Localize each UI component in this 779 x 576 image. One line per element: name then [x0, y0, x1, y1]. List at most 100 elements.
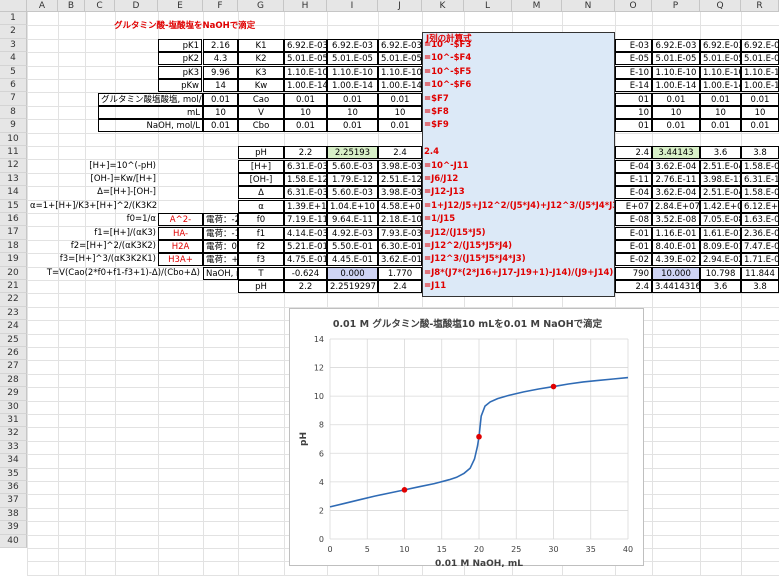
equation-label[interactable]: f0=1/α	[126, 214, 156, 225]
param-value[interactable]: 4.3	[203, 52, 238, 66]
cell-p[interactable]: 10	[652, 106, 700, 119]
param-label[interactable]: mL	[98, 106, 203, 119]
column-header-n[interactable]: N	[562, 0, 615, 12]
cell-r[interactable]: 3.8	[741, 146, 779, 160]
species-label[interactable]: HA-	[158, 226, 203, 240]
column-header-j[interactable]: J	[378, 0, 422, 12]
column-header-r[interactable]: R	[741, 0, 779, 12]
charge-label[interactable]: NaOH, mL	[203, 266, 238, 280]
cell-i[interactable]: 6.92.E-03	[327, 39, 378, 52]
column-header-f[interactable]: F	[203, 0, 238, 12]
cell-h[interactable]: 6.31.E-03	[284, 159, 327, 173]
cell-r[interactable]: 5.01.E-05	[741, 52, 779, 66]
row-header-13[interactable]: 13	[0, 172, 27, 187]
formula-text[interactable]: =1+J12/J5+J12^2/(J5*J4)+J12^3/(J5*J4*J3)	[424, 200, 614, 211]
equation-label[interactable]: [OH-]=Kw/[H+]	[90, 174, 156, 184]
column-header-o[interactable]: O	[615, 0, 652, 12]
cell-o[interactable]: E-02	[615, 253, 652, 267]
equation-label[interactable]: f1=[H+]/(αK3)	[94, 227, 156, 238]
column-header-k[interactable]: K	[422, 0, 464, 12]
cell-r[interactable]: 0.01	[741, 92, 779, 106]
formula-text[interactable]: =$F9	[424, 120, 449, 131]
cell-o[interactable]: E-05	[615, 52, 652, 66]
row-header-12[interactable]: 12	[0, 159, 27, 173]
cell-i[interactable]: 2.25193	[327, 146, 378, 160]
cell-q[interactable]: 5.01.E-05	[700, 52, 741, 66]
param-value[interactable]: 14	[203, 79, 238, 93]
cell-q[interactable]: 2.94.E-02	[700, 253, 741, 267]
cell-i[interactable]: 9.64.E-11	[327, 213, 378, 227]
cell-r[interactable]: 7.47.E-01	[741, 240, 779, 253]
cell-o[interactable]: 10	[615, 106, 652, 119]
column-header-h[interactable]: H	[284, 0, 327, 12]
column-header-p[interactable]: P	[652, 0, 700, 12]
row-header-7[interactable]: 7	[0, 92, 27, 106]
row-header-8[interactable]: 8	[0, 105, 27, 120]
cell-i[interactable]: 4.45.E-01	[327, 253, 378, 267]
row-header-21[interactable]: 21	[0, 280, 27, 294]
cell-h[interactable]: 7.19.E-11	[284, 213, 327, 227]
param-symbol[interactable]: Cao	[238, 92, 284, 106]
species-label[interactable]: H3A+	[158, 253, 203, 267]
cell-h[interactable]: 1.58.E-12	[284, 173, 327, 186]
cell-i[interactable]: 2.2519297	[327, 280, 378, 294]
cell-r[interactable]: 3.8	[741, 280, 779, 294]
calc-symbol[interactable]: f0	[238, 213, 284, 227]
cell-j[interactable]: 3.98.E-03	[378, 159, 422, 173]
calc-symbol[interactable]: f3	[238, 253, 284, 267]
row-header-16[interactable]: 16	[0, 213, 27, 227]
formula-text[interactable]: =10^-$F5	[424, 66, 472, 77]
calc-symbol[interactable]: f2	[238, 240, 284, 253]
cell-q[interactable]: 3.6	[700, 146, 741, 160]
cell-j[interactable]: 2.51.E-12	[378, 173, 422, 186]
charge-label[interactable]: 電荷：-2	[203, 213, 238, 227]
jcol-title[interactable]: J列の計算式	[426, 34, 472, 44]
cell-o[interactable]: E+07	[615, 199, 652, 213]
row-header-28[interactable]: 28	[0, 373, 27, 388]
cell-o[interactable]: E-08	[615, 213, 652, 227]
cell-q[interactable]: 1.10.E-10	[700, 65, 741, 79]
cell-p[interactable]: 2.76.E-11	[652, 173, 700, 186]
row-header-37[interactable]: 37	[0, 494, 27, 508]
cell-r[interactable]: 1.58.E-04	[741, 159, 779, 173]
cell-j[interactable]: 1.770	[378, 266, 422, 280]
row-header-36[interactable]: 36	[0, 481, 27, 495]
row-header-19[interactable]: 19	[0, 253, 27, 267]
cell-q[interactable]: 8.09.E-01	[700, 240, 741, 253]
row-header-10[interactable]: 10	[0, 132, 27, 146]
calc-symbol[interactable]: T	[238, 266, 284, 280]
param-value[interactable]: 2.16	[203, 39, 238, 52]
cell-q[interactable]: 10	[700, 106, 741, 119]
cell-r[interactable]: 1.58.E-04	[741, 186, 779, 200]
row-header-4[interactable]: 4	[0, 52, 27, 66]
cell-i[interactable]: 5.01.E-05	[327, 52, 378, 66]
calc-symbol[interactable]: f1	[238, 226, 284, 240]
formula-text[interactable]: =1/J15	[424, 214, 456, 225]
cell-o[interactable]: 01	[615, 92, 652, 106]
cell-i[interactable]: 0.01	[327, 119, 378, 133]
cell-q[interactable]: 2.51.E-04	[700, 159, 741, 173]
param-label[interactable]: NaOH, mol/L	[98, 119, 203, 133]
row-header-38[interactable]: 38	[0, 507, 27, 522]
row-header-15[interactable]: 15	[0, 199, 27, 213]
row-header-31[interactable]: 31	[0, 414, 27, 428]
cell-h[interactable]: 5.21.E-01	[284, 240, 327, 253]
column-header-b[interactable]: B	[58, 0, 85, 12]
cell-p[interactable]: 2.84.E+07	[652, 199, 700, 213]
cell-r[interactable]: 6.31.E-11	[741, 173, 779, 186]
cell-i[interactable]: 5.60.E-03	[327, 186, 378, 200]
column-header-c[interactable]: C	[85, 0, 115, 12]
cell-p[interactable]: 6.92.E-03	[652, 39, 700, 52]
formula-text[interactable]: =J11	[424, 281, 447, 292]
column-header-q[interactable]: Q	[700, 0, 741, 12]
param-value[interactable]: 10	[203, 106, 238, 119]
cell-j[interactable]: 0.01	[378, 119, 422, 133]
charge-label[interactable]: 電荷：-1	[203, 226, 238, 240]
formula-text[interactable]: =10^-$F4	[424, 53, 472, 64]
cell-q[interactable]: 3.6	[700, 280, 741, 294]
param-label[interactable]: pK3	[158, 65, 202, 79]
cell-h[interactable]: 4.14.E-03	[284, 226, 327, 240]
column-header-i[interactable]: I	[327, 0, 378, 12]
row-header-9[interactable]: 9	[0, 119, 27, 133]
cell-r[interactable]: 6.12.E+06	[741, 199, 779, 213]
